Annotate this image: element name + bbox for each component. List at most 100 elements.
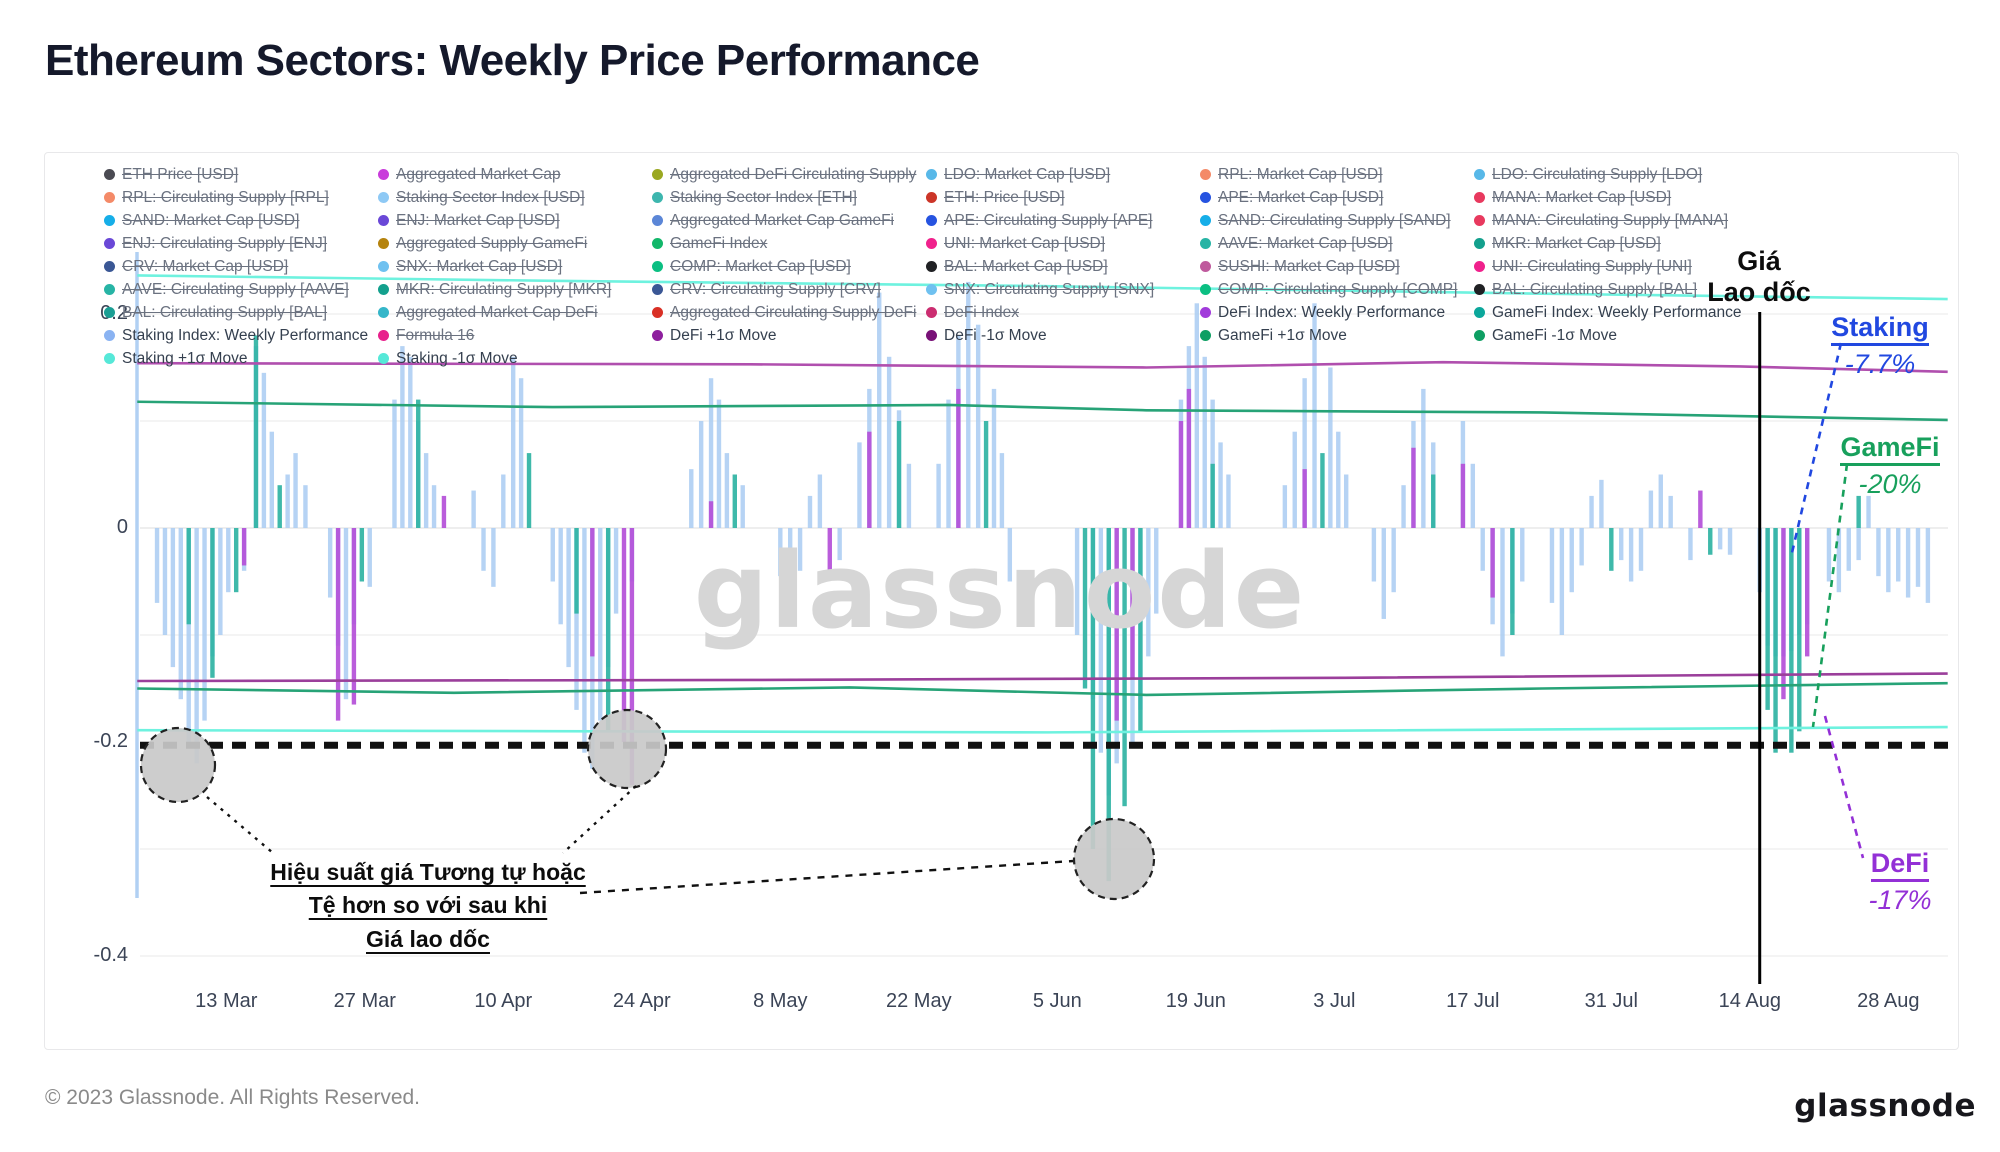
legend-item[interactable]: GameFi +1σ Move: [1200, 324, 1474, 347]
legend-item[interactable]: DeFi Index: Weekly Performance: [1200, 301, 1474, 324]
legend-item[interactable]: COMP: Market Cap [USD]: [652, 255, 926, 278]
legend-item[interactable]: GameFi Index: [652, 232, 926, 255]
legend-item[interactable]: SNX: Circulating Supply [SNX]: [926, 278, 1200, 301]
legend-label: SNX: Circulating Supply [SNX]: [944, 280, 1155, 298]
legend-item[interactable]: DeFi Index: [926, 301, 1200, 324]
legend-item[interactable]: SAND: Market Cap [USD]: [104, 209, 378, 232]
connector-line: [1823, 715, 1865, 859]
legend-item[interactable]: APE: Market Cap [USD]: [1200, 186, 1474, 209]
legend-item[interactable]: LDO: Market Cap [USD]: [926, 163, 1200, 186]
legend-dot: [378, 284, 389, 295]
legend-dot: [926, 284, 937, 295]
legend-dot: [104, 261, 115, 272]
legend-dot: [1200, 261, 1211, 272]
legend-label: CRV: Circulating Supply [CRV]: [670, 280, 881, 298]
legend-item[interactable]: SUSHI: Market Cap [USD]: [1200, 255, 1474, 278]
legend-item[interactable]: RPL: Market Cap [USD]: [1200, 163, 1474, 186]
legend-label: MANA: Circulating Supply [MANA]: [1492, 211, 1729, 229]
legend-label: Staking Sector Index [ETH]: [670, 188, 857, 206]
legend-item[interactable]: LDO: Circulating Supply [LDO]: [1474, 163, 1748, 186]
legend-item[interactable]: Aggregated Circulating Supply DeFi: [652, 301, 926, 324]
x-tick-label: 5 Jun: [1032, 990, 1082, 1012]
legend-item[interactable]: MKR: Circulating Supply [MKR]: [378, 278, 652, 301]
legend-item[interactable]: SAND: Circulating Supply [SAND]: [1200, 209, 1474, 232]
legend-dot: [1200, 238, 1211, 249]
legend-item[interactable]: BAL: Circulating Supply [BAL]: [1474, 278, 1748, 301]
legend-label: DeFi -1σ Move: [944, 326, 1047, 344]
legend-item[interactable]: GameFi -1σ Move: [1474, 324, 1748, 347]
legend-item[interactable]: Aggregated Supply GameFi: [378, 232, 652, 255]
legend-dot: [926, 169, 937, 180]
legend-item[interactable]: Aggregated Market Cap: [378, 163, 652, 186]
legend-label: Staking +1σ Move: [122, 349, 248, 367]
legend-label: Aggregated Market Cap: [396, 165, 561, 183]
legend-label: ETH Price [USD]: [122, 165, 239, 183]
legend-dot: [1474, 284, 1485, 295]
defi-bars: [241, 388, 1810, 785]
x-tick-label: 10 Apr: [474, 990, 533, 1012]
legend-item[interactable]: RPL: Circulating Supply [RPL]: [104, 186, 378, 209]
legend-dot: [926, 238, 937, 249]
legend-item[interactable]: AAVE: Market Cap [USD]: [1200, 232, 1474, 255]
legend-dot: [104, 215, 115, 226]
legend-item[interactable]: ENJ: Market Cap [USD]: [378, 209, 652, 232]
legend-item[interactable]: Staking +1σ Move: [104, 347, 378, 370]
legend-item[interactable]: COMP: Circulating Supply [COMP]: [1200, 278, 1474, 301]
chart-panel: [44, 152, 1959, 1050]
x-tick-label: 27 Mar: [333, 990, 396, 1012]
sigma-line: [137, 360, 1948, 374]
legend-item[interactable]: Aggregated Market Cap GameFi: [652, 209, 926, 232]
legend-dot: [104, 353, 115, 364]
legend-label: DeFi Index: Weekly Performance: [1218, 303, 1446, 321]
legend-item[interactable]: UNI: Market Cap [USD]: [926, 232, 1200, 255]
legend-item[interactable]: MANA: Market Cap [USD]: [1474, 186, 1748, 209]
legend-item[interactable]: DeFi -1σ Move: [926, 324, 1200, 347]
legend-item[interactable]: Staking Sector Index [USD]: [378, 186, 652, 209]
gamefi-annotation-value: -20%: [1858, 469, 1922, 500]
legend-dot: [1200, 307, 1211, 318]
legend-item[interactable]: Staking -1σ Move: [378, 347, 652, 370]
legend-item[interactable]: Formula 16: [378, 324, 652, 347]
legend-item[interactable]: Aggregated DeFi Circulating Supply: [652, 163, 926, 186]
legend-item[interactable]: MKR: Market Cap [USD]: [1474, 232, 1748, 255]
legend-dot: [104, 169, 115, 180]
chart-legend: ETH Price [USD] Aggregated Market Cap Aggr…: [104, 163, 1748, 370]
staking-annotation-value: -7.7%: [1844, 349, 1916, 380]
legend-item[interactable]: AAVE: Circulating Supply [AAVE]: [104, 278, 378, 301]
legend-item[interactable]: DeFi +1σ Move: [652, 324, 926, 347]
legend-item[interactable]: ETH Price [USD]: [104, 163, 378, 186]
legend-item[interactable]: BAL: Circulating Supply [BAL]: [104, 301, 378, 324]
legend-item[interactable]: MANA: Circulating Supply [MANA]: [1474, 209, 1748, 232]
connector-line: [562, 785, 637, 854]
sigma-line: [137, 672, 1948, 683]
legend-item[interactable]: BAL: Market Cap [USD]: [926, 255, 1200, 278]
legend-item[interactable]: SNX: Market Cap [USD]: [378, 255, 652, 278]
legend-item[interactable]: Aggregated Market Cap DeFi: [378, 301, 652, 324]
legend-item[interactable]: Staking Index: Weekly Performance: [104, 324, 378, 347]
legend-label: ENJ: Market Cap [USD]: [396, 211, 560, 229]
legend-item[interactable]: ENJ: Circulating Supply [ENJ]: [104, 232, 378, 255]
legend-label: MKR: Market Cap [USD]: [1492, 234, 1661, 252]
legend-label: AAVE: Market Cap [USD]: [1218, 234, 1393, 252]
x-tick-label: 8 May: [753, 990, 808, 1012]
legend-item[interactable]: CRV: Market Cap [USD]: [104, 255, 378, 278]
legend-item[interactable]: Staking Sector Index [ETH]: [652, 186, 926, 209]
legend-dot: [1474, 169, 1485, 180]
legend-item[interactable]: UNI: Circulating Supply [UNI]: [1474, 255, 1748, 278]
legend-label: Aggregated DeFi Circulating Supply: [670, 165, 917, 183]
legend-label: UNI: Circulating Supply [UNI]: [1492, 257, 1692, 275]
legend-item[interactable]: GameFi Index: Weekly Performance: [1474, 301, 1748, 324]
legend-item[interactable]: ETH: Price [USD]: [926, 186, 1200, 209]
legend-label: Formula 16: [396, 326, 475, 344]
y-tick-label: -0.2: [93, 730, 128, 752]
x-tick-label: 17 Jul: [1446, 990, 1500, 1012]
legend-label: Staking -1σ Move: [396, 349, 518, 367]
legend-label: DeFi +1σ Move: [670, 326, 777, 344]
x-tick-label: 28 Aug: [1857, 990, 1920, 1012]
legend-item[interactable]: CRV: Circulating Supply [CRV]: [652, 278, 926, 301]
legend-item[interactable]: APE: Circulating Supply [APE]: [926, 209, 1200, 232]
legend-dot: [1200, 284, 1211, 295]
legend-dot: [1200, 169, 1211, 180]
